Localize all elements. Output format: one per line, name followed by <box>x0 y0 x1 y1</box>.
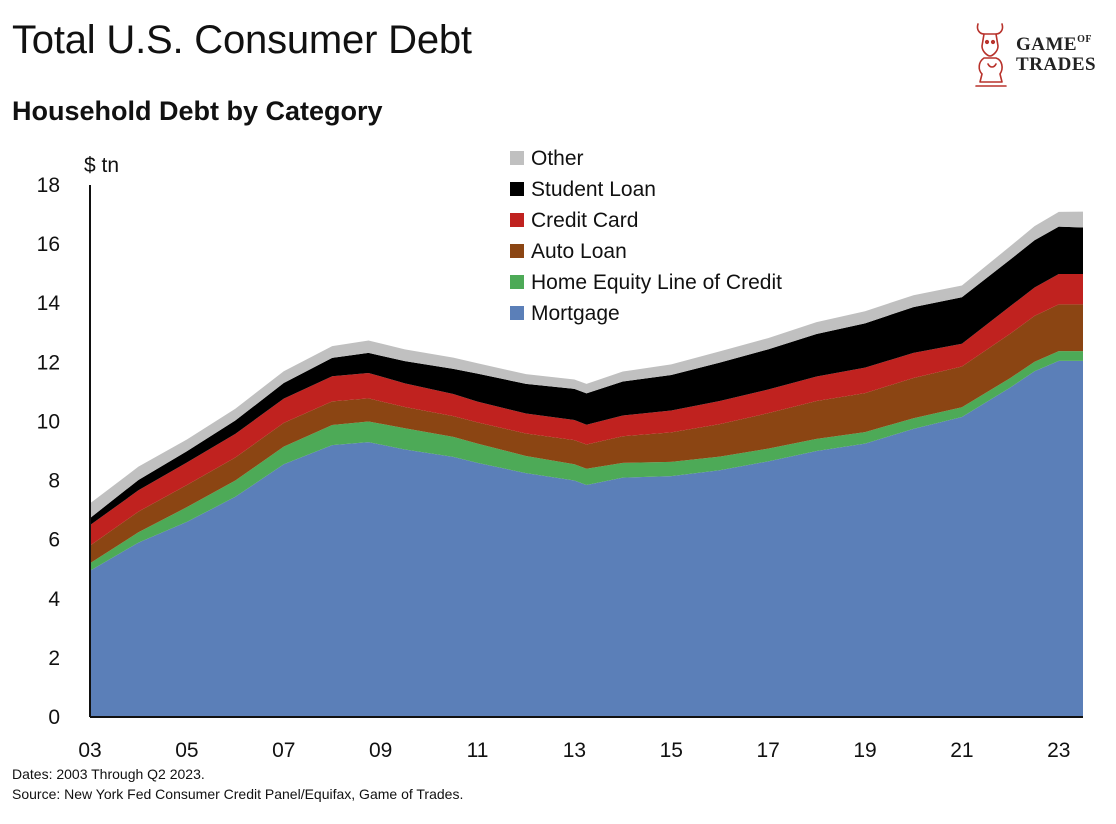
logo-text-line2: TRADES <box>1016 54 1097 75</box>
x-tick-label: 21 <box>950 739 973 762</box>
chart-subtitle: Household Debt by Category <box>12 96 383 126</box>
x-tick-label: 19 <box>853 739 876 762</box>
legend-label: Credit Card <box>531 209 638 232</box>
legend-item-credit-card: Credit Card <box>510 209 638 232</box>
y-tick-label: 2 <box>48 647 60 670</box>
y-axis-label: $ tn <box>84 154 119 177</box>
bull-and-knight-logo-icon <box>975 23 1007 87</box>
x-tick-label: 23 <box>1047 739 1070 762</box>
legend-item-home-equity-line-of-credit: Home Equity Line of Credit <box>510 271 782 294</box>
legend: Other Student Loan Credit Card Auto Loan Hom… <box>510 147 782 325</box>
x-tick-label: 09 <box>369 739 392 762</box>
area-mortgage <box>90 360 1083 717</box>
x-tick-label: 07 <box>272 739 295 762</box>
y-tick-label: 10 <box>37 410 60 433</box>
legend-swatch <box>510 213 524 227</box>
legend-swatch <box>510 151 524 165</box>
x-tick-label: 17 <box>756 739 779 762</box>
x-tick-label: 13 <box>563 739 586 762</box>
y-tick-label: 6 <box>48 529 60 552</box>
x-tick-label: 15 <box>660 739 683 762</box>
legend-item-mortgage: Mortgage <box>510 302 620 325</box>
footnote-source: Source: New York Fed Consumer Credit Pan… <box>12 786 464 802</box>
legend-label: Student Loan <box>531 178 656 201</box>
y-tick-label: 14 <box>37 292 61 315</box>
legend-swatch <box>510 244 524 258</box>
x-tick-label: 11 <box>467 739 489 762</box>
footnote-dates: Dates: 2003 Through Q2 2023. <box>12 766 205 782</box>
logo-text-line1: GAMEOF <box>1016 34 1092 55</box>
legend-item-student-loan: Student Loan <box>510 178 656 201</box>
legend-item-other: Other <box>510 147 584 170</box>
y-tick-label: 4 <box>48 588 60 611</box>
y-tick-label: 12 <box>37 351 60 374</box>
y-tick-label: 16 <box>37 233 60 256</box>
axes-layer: 0 2 4 6 8 10 12 14 16 18 $ tn 03 05 07 09 11 13 15 17 19 21 2… <box>37 154 1083 762</box>
chart-title: Total U.S. Consumer Debt <box>12 18 472 62</box>
legend-label: Home Equity Line of Credit <box>531 271 782 294</box>
legend-swatch <box>510 275 524 289</box>
x-tick-label: 05 <box>175 739 198 762</box>
y-tick-label: 8 <box>48 470 60 493</box>
area-layer <box>90 211 1083 717</box>
y-tick-label: 18 <box>37 174 60 197</box>
legend-item-auto-loan: Auto Loan <box>510 240 627 263</box>
area-auto-loan <box>90 304 1083 564</box>
legend-label: Auto Loan <box>531 240 627 263</box>
legend-swatch <box>510 306 524 320</box>
area-credit-card <box>90 273 1083 546</box>
legend-label: Mortgage <box>531 302 620 325</box>
area-home-equity-line-of-credit <box>90 351 1083 571</box>
legend-swatch <box>510 182 524 196</box>
legend-label: Other <box>531 147 584 170</box>
x-tick-label: 03 <box>78 739 101 762</box>
y-tick-label: 0 <box>48 706 60 729</box>
